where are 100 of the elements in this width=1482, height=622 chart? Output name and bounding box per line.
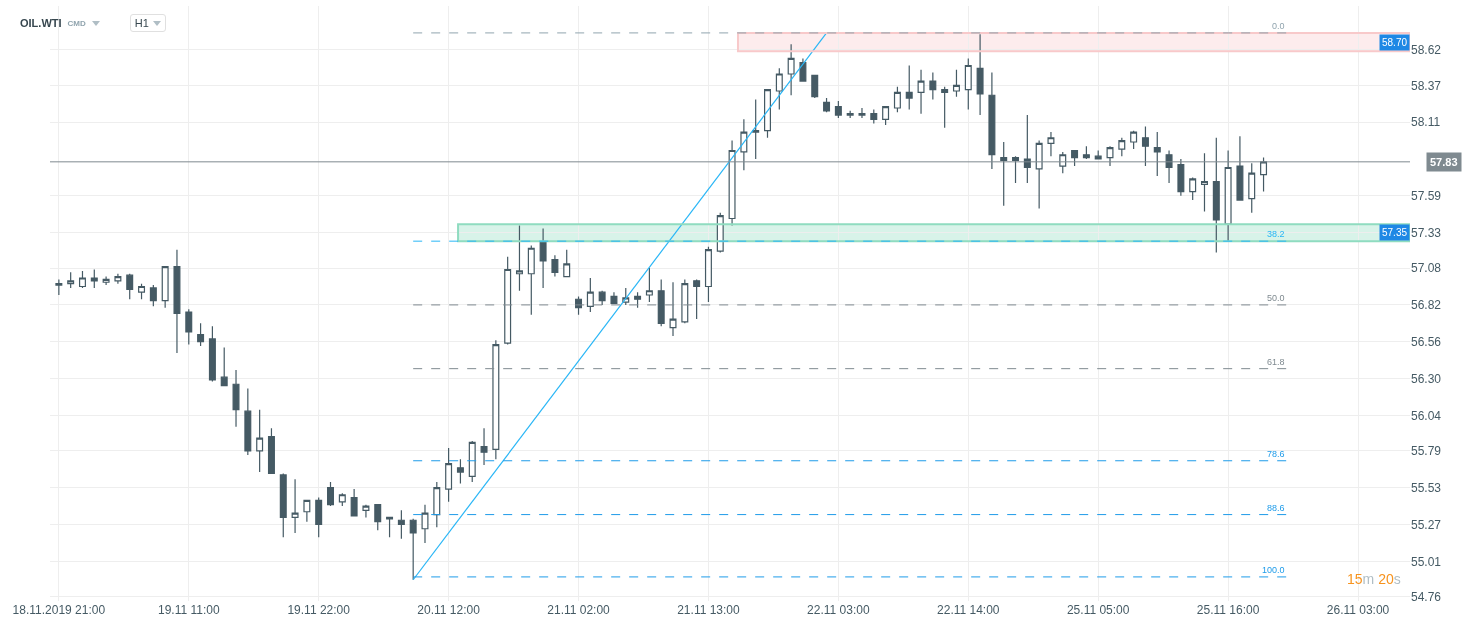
- candlestick: [291, 478, 299, 534]
- annotation: 78.6: [1267, 449, 1285, 459]
- y-tick-label: 58.11: [1411, 115, 1441, 130]
- candlestick: [1212, 137, 1220, 254]
- candlestick: [1118, 137, 1126, 157]
- x-tick-label: 25.11 05:00: [1066, 603, 1130, 617]
- x-tick-label: 20.11 12:00: [417, 603, 481, 617]
- candlestick: [681, 278, 689, 324]
- candlestick: [669, 281, 677, 337]
- candlestick: [1012, 156, 1020, 184]
- y-tick-label: 55.27: [1411, 517, 1442, 532]
- candlestick: [138, 283, 146, 300]
- candlestick: [586, 277, 594, 313]
- annotation: 61.8: [1267, 357, 1285, 367]
- y-tick-label: 55.79: [1411, 444, 1442, 459]
- candlestick: [1201, 152, 1208, 213]
- candlestick: [232, 369, 240, 428]
- y-tick-label: 58.62: [1411, 43, 1442, 58]
- annotation: 38.2: [1267, 229, 1285, 239]
- candlestick: [256, 409, 264, 473]
- candlestick: [740, 118, 748, 171]
- candlestick: [1189, 176, 1197, 201]
- candlestick: [114, 273, 122, 285]
- candlestick: [1177, 158, 1185, 197]
- candlestick: [634, 291, 642, 309]
- candlestick: [764, 88, 771, 139]
- candlestick: [752, 98, 760, 160]
- candlestick: [327, 481, 334, 507]
- candlestick: [173, 249, 181, 354]
- candlestick: [55, 278, 63, 296]
- candlestick: [657, 278, 665, 327]
- candlestick: [244, 387, 252, 456]
- candlestick: [350, 488, 358, 517]
- candlestick: [1260, 156, 1268, 193]
- candlestick: [421, 504, 429, 544]
- candlestick: [811, 74, 819, 99]
- x-tick-label: 18.11.2019 21:00: [12, 603, 106, 617]
- x-tick-label: 22.11 03:00: [807, 603, 870, 617]
- y-tick-label: 57.59: [1411, 189, 1442, 204]
- candlestick: [1059, 151, 1067, 174]
- candlestick: [775, 67, 783, 111]
- candlestick: [799, 57, 807, 82]
- candlestick: [952, 69, 960, 98]
- candlestick: [433, 481, 441, 528]
- x-tick-label: 22.11 14:00: [937, 603, 1000, 617]
- candlestick: [882, 105, 890, 126]
- y-tick-label: 54.76: [1411, 589, 1442, 604]
- text: CMD: [67, 18, 86, 28]
- annotation: 0.0: [1272, 21, 1285, 31]
- candlestick: [728, 139, 736, 227]
- candlestick: [374, 504, 382, 531]
- x-tick-label: 21.11 02:00: [547, 603, 611, 617]
- candlestick: [267, 427, 275, 475]
- candlestick: [598, 290, 606, 306]
- y-tick-label: 56.04: [1411, 408, 1442, 423]
- y-tick-label: 56.30: [1411, 371, 1442, 386]
- x-tick-label: 26.11 03:00: [1326, 603, 1390, 617]
- candlestick: [787, 43, 795, 96]
- candlestick: [90, 268, 98, 289]
- band-label: 57.35: [1382, 227, 1408, 238]
- x-tick-label: 21.11 13:00: [677, 603, 741, 617]
- candlestick: [929, 71, 937, 101]
- candlestick: [362, 504, 370, 519]
- y-tick-label: 55.01: [1411, 554, 1442, 569]
- candlestick: [102, 275, 110, 286]
- candlestick: [456, 458, 464, 485]
- candlestick: [905, 64, 913, 111]
- candlestick: [1094, 149, 1102, 160]
- candlestick: [315, 496, 323, 538]
- candlestick: [78, 270, 86, 289]
- candlestick: [220, 346, 228, 387]
- candlestick: [1130, 130, 1138, 150]
- candlestick: [492, 339, 500, 460]
- candlestick: [964, 57, 972, 111]
- candlestick: [1106, 145, 1114, 167]
- candlestick: [1165, 149, 1173, 184]
- candlestick: [197, 322, 205, 347]
- candlestick: [468, 440, 476, 483]
- candlestick: [1248, 162, 1256, 214]
- x-tick-label: 19.11 11:00: [157, 603, 220, 617]
- y-tick-label: 57.33: [1411, 225, 1442, 240]
- candlestick: [704, 246, 712, 303]
- candlestick: [279, 472, 287, 538]
- annotation: 15m 20s: [1347, 571, 1401, 587]
- candlestick: [208, 325, 216, 383]
- candlestick: [1023, 114, 1031, 184]
- candlestick: [941, 86, 949, 129]
- candlestick: [893, 86, 901, 113]
- annotation: 88.6: [1267, 503, 1285, 513]
- band-label: 58.70: [1382, 37, 1408, 48]
- text: OIL.WTI: [20, 17, 62, 29]
- candlestick: [858, 107, 866, 119]
- x-tick-label: 25.11 16:00: [1196, 603, 1260, 617]
- candlestick: [988, 71, 996, 170]
- candlestick: [67, 271, 75, 289]
- candlestick: [515, 224, 523, 292]
- candlestick: [527, 244, 535, 316]
- candlestick: [539, 227, 547, 289]
- y-tick-label: 57.08: [1411, 261, 1442, 276]
- candlestick: [1236, 135, 1244, 201]
